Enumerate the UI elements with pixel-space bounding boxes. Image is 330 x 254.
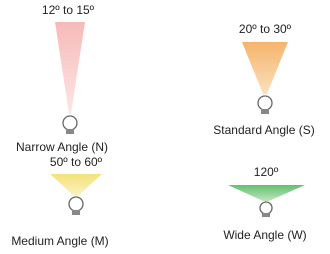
bulb — [63, 116, 77, 130]
beam-label: Wide Angle (W) — [223, 228, 306, 242]
bulb-base — [66, 129, 74, 134]
beam-angle: 50º to 60º — [50, 155, 103, 169]
beam-angle-diagram: 12º to 15º Narrow Angle (N) 20º to 30º S… — [0, 0, 330, 254]
beam-cone — [242, 42, 288, 94]
beam-label: Narrow Angle (N) — [16, 140, 108, 154]
beam-angle: 120º — [254, 165, 279, 179]
beam-cone — [55, 22, 85, 114]
beam-label: Standard Angle (S) — [213, 123, 314, 137]
beam-wide: 120º Wide Angle (W) — [223, 165, 306, 242]
bulb — [69, 197, 83, 211]
beam-angle: 20º to 30º — [239, 22, 292, 36]
bulb-base — [261, 109, 269, 114]
beam-standard: 20º to 30º Standard Angle (S) — [213, 22, 314, 137]
bulb-base — [72, 210, 80, 215]
beam-label: Medium Angle (M) — [11, 234, 108, 248]
beam-cone — [50, 174, 102, 196]
bulb-base — [262, 213, 270, 217]
beam-narrow: 12º to 15º Narrow Angle (N) — [16, 3, 108, 154]
bulb — [258, 96, 272, 110]
bulb — [260, 202, 272, 214]
beam-medium: 50º to 60º Medium Angle (M) — [11, 155, 108, 248]
beam-cone — [228, 185, 305, 201]
beam-angle: 12º to 15º — [42, 3, 95, 17]
